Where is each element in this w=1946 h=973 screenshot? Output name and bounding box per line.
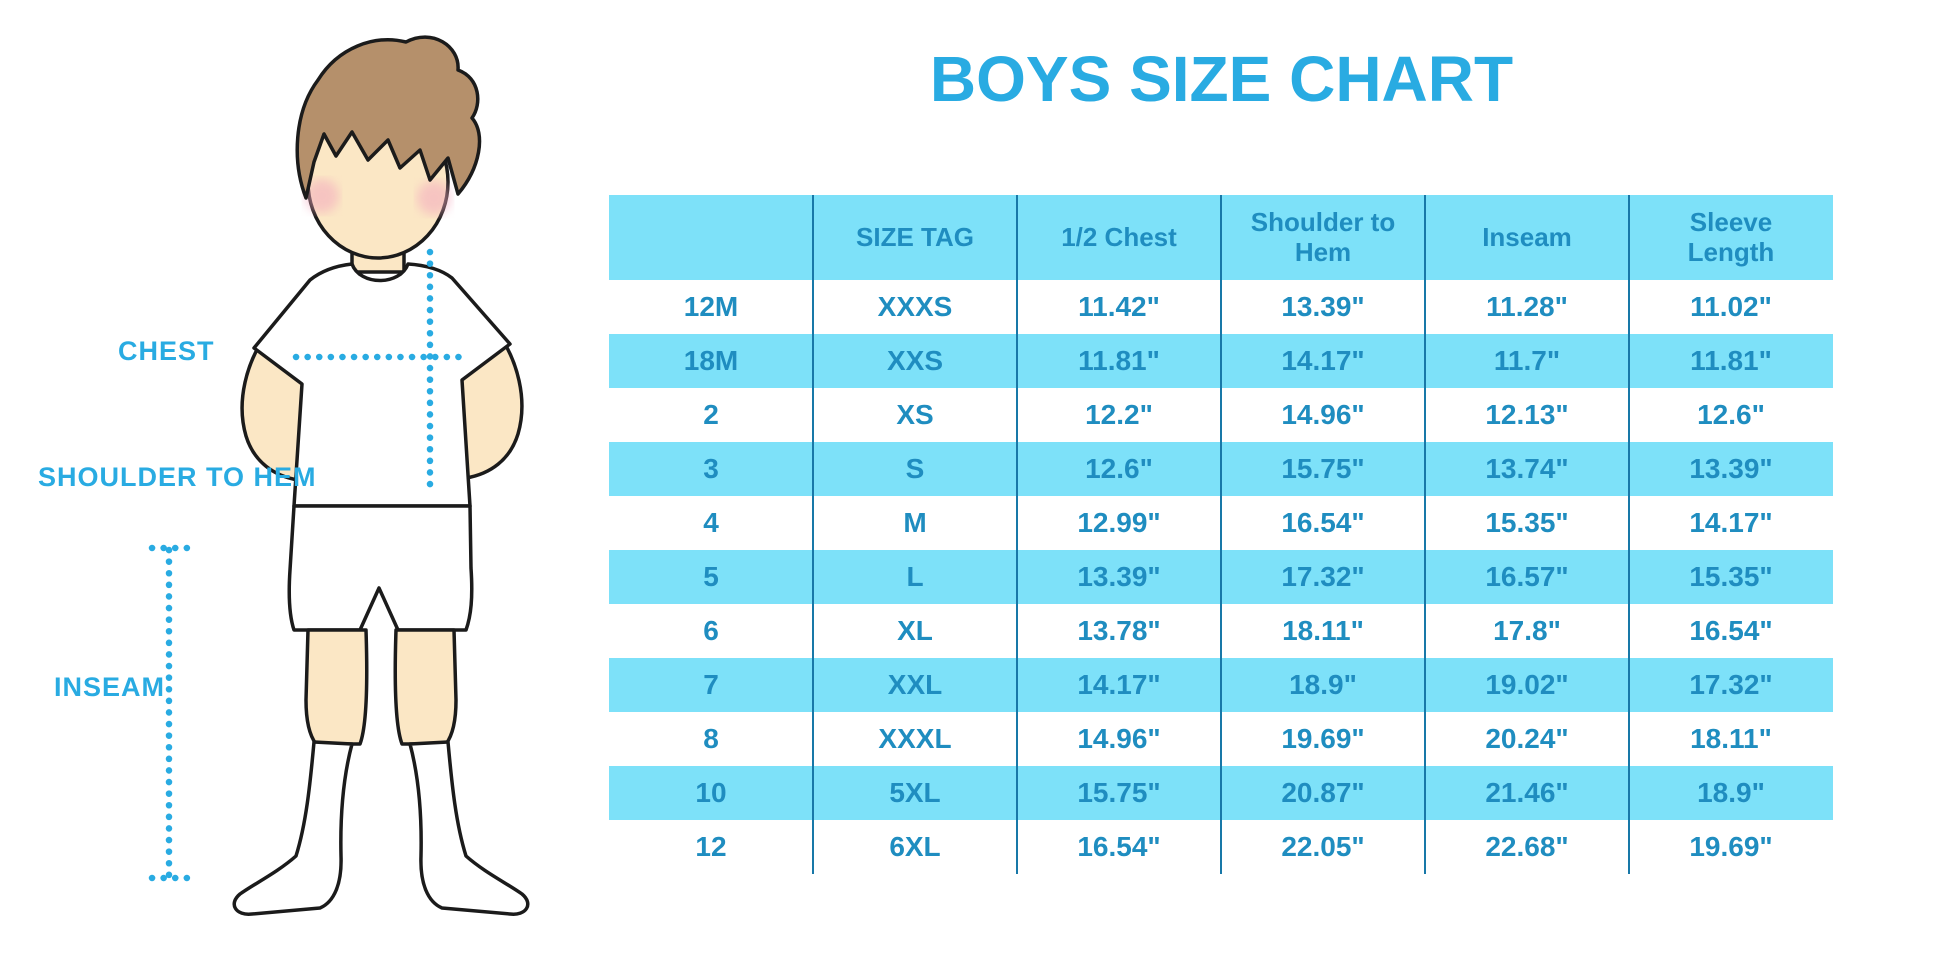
page-title: BOYS SIZE CHART: [929, 43, 1514, 115]
table-cell: 13.78": [1077, 615, 1161, 646]
column-divider: [1220, 195, 1222, 874]
header-cell-size-tag: SIZE TAG: [856, 221, 974, 252]
table-cell: 8: [703, 723, 719, 754]
table-cell: 6: [703, 615, 719, 646]
table-cell: 21.46": [1485, 777, 1569, 808]
table-cell: 15.75": [1077, 777, 1161, 808]
table-cell: 18.11": [1282, 615, 1364, 646]
table-cell: 16.54": [1689, 615, 1773, 646]
table-cell: XXXS: [877, 291, 953, 322]
table-cell: 12.99": [1077, 507, 1161, 538]
table-cell: 11.02": [1690, 291, 1772, 322]
column-divider: [1424, 195, 1426, 874]
table-cell: 4: [703, 507, 719, 538]
table-cell: 12: [695, 831, 727, 862]
table-cell: XL: [897, 615, 933, 646]
table-cell: 11.42": [1078, 291, 1160, 322]
table-cell: 18M: [683, 345, 739, 376]
table-cell: XXL: [887, 669, 943, 700]
table-cell: 19.02": [1485, 669, 1569, 700]
table-cell: 11.28": [1486, 291, 1568, 322]
table-cell: 14.17": [1689, 507, 1773, 538]
table-cell: S: [905, 453, 925, 484]
table-cell: 10: [695, 777, 727, 808]
table-cell: 16.54": [1281, 507, 1365, 538]
table-cell: 20.87": [1281, 777, 1365, 808]
table-cell: XXS: [886, 345, 944, 376]
header-cell-half-chest: 1/2 Chest: [1061, 221, 1177, 252]
table-cell: 15.35": [1689, 561, 1773, 592]
table-cell: 5XL: [889, 777, 941, 808]
table-cell: 12.6": [1697, 399, 1765, 430]
column-divider: [812, 195, 814, 874]
table-cell: 18.9": [1289, 669, 1357, 700]
table-cell: 17.32": [1281, 561, 1365, 592]
table-cell: 14.96": [1281, 399, 1365, 430]
table-cell: 13.74": [1485, 453, 1569, 484]
table-cell: 12.2": [1085, 399, 1153, 430]
table-cell: 17.8": [1493, 615, 1561, 646]
table-cell: 15.35": [1485, 507, 1569, 538]
column-divider: [1628, 195, 1630, 874]
table-cell: 22.05": [1281, 831, 1365, 862]
table-cell: 12.6": [1085, 453, 1153, 484]
table-cell: 19.69": [1281, 723, 1365, 754]
table-cell: 13.39": [1281, 291, 1365, 322]
chest-label: CHEST: [118, 336, 215, 366]
size-table: SIZE TAG 1/2 Chest Shoulder to Hem Insea…: [609, 195, 1833, 874]
table-cell: 14.17": [1281, 345, 1365, 376]
table-cell: 18.11": [1690, 723, 1772, 754]
header-cell-sleeve: Sleeve Length: [1687, 206, 1775, 267]
table-cell: 19.69": [1689, 831, 1773, 862]
table-cell: 18.9": [1697, 777, 1765, 808]
table-cell: 11.81": [1690, 345, 1772, 376]
inseam-label: INSEAM: [54, 672, 166, 702]
table-cell: 13.39": [1689, 453, 1773, 484]
table-cell: L: [906, 561, 924, 592]
table-cell: XXXL: [878, 723, 952, 754]
boy-illustration: CHEST SHOULDER TO HEM INSEAM: [0, 0, 560, 973]
table-cell: 11.7": [1493, 345, 1561, 376]
table-cell: 2: [703, 399, 719, 430]
header-cell-blank: [609, 195, 813, 280]
table-cell: 22.68": [1485, 831, 1569, 862]
table-cell: 16.54": [1077, 831, 1161, 862]
table-cell: 7: [703, 669, 719, 700]
table-cell: 5: [703, 561, 719, 592]
table-cell: 12M: [683, 291, 739, 322]
header-cell-shoulder-hem: Shoulder to Hem: [1250, 206, 1396, 267]
boy-drawing-icon: [148, 35, 530, 916]
column-divider: [1016, 195, 1018, 874]
table-cell: 20.24": [1485, 723, 1569, 754]
header-cell-inseam: Inseam: [1482, 221, 1572, 252]
table-cell: M: [903, 507, 927, 538]
table-cell: 17.32": [1689, 669, 1773, 700]
table-cell: 15.75": [1281, 453, 1365, 484]
table-cell: 13.39": [1077, 561, 1161, 592]
table-cell: 16.57": [1485, 561, 1569, 592]
table-cell: 14.17": [1077, 669, 1161, 700]
table-cell: 6XL: [889, 831, 941, 862]
table-cell: 14.96": [1077, 723, 1161, 754]
table-cell: 3: [703, 453, 719, 484]
table-cell: XS: [896, 399, 934, 430]
table-cell: 12.13": [1485, 399, 1569, 430]
table-cell: 11.81": [1078, 345, 1160, 376]
shoulder-to-hem-label: SHOULDER TO HEM: [38, 462, 317, 492]
